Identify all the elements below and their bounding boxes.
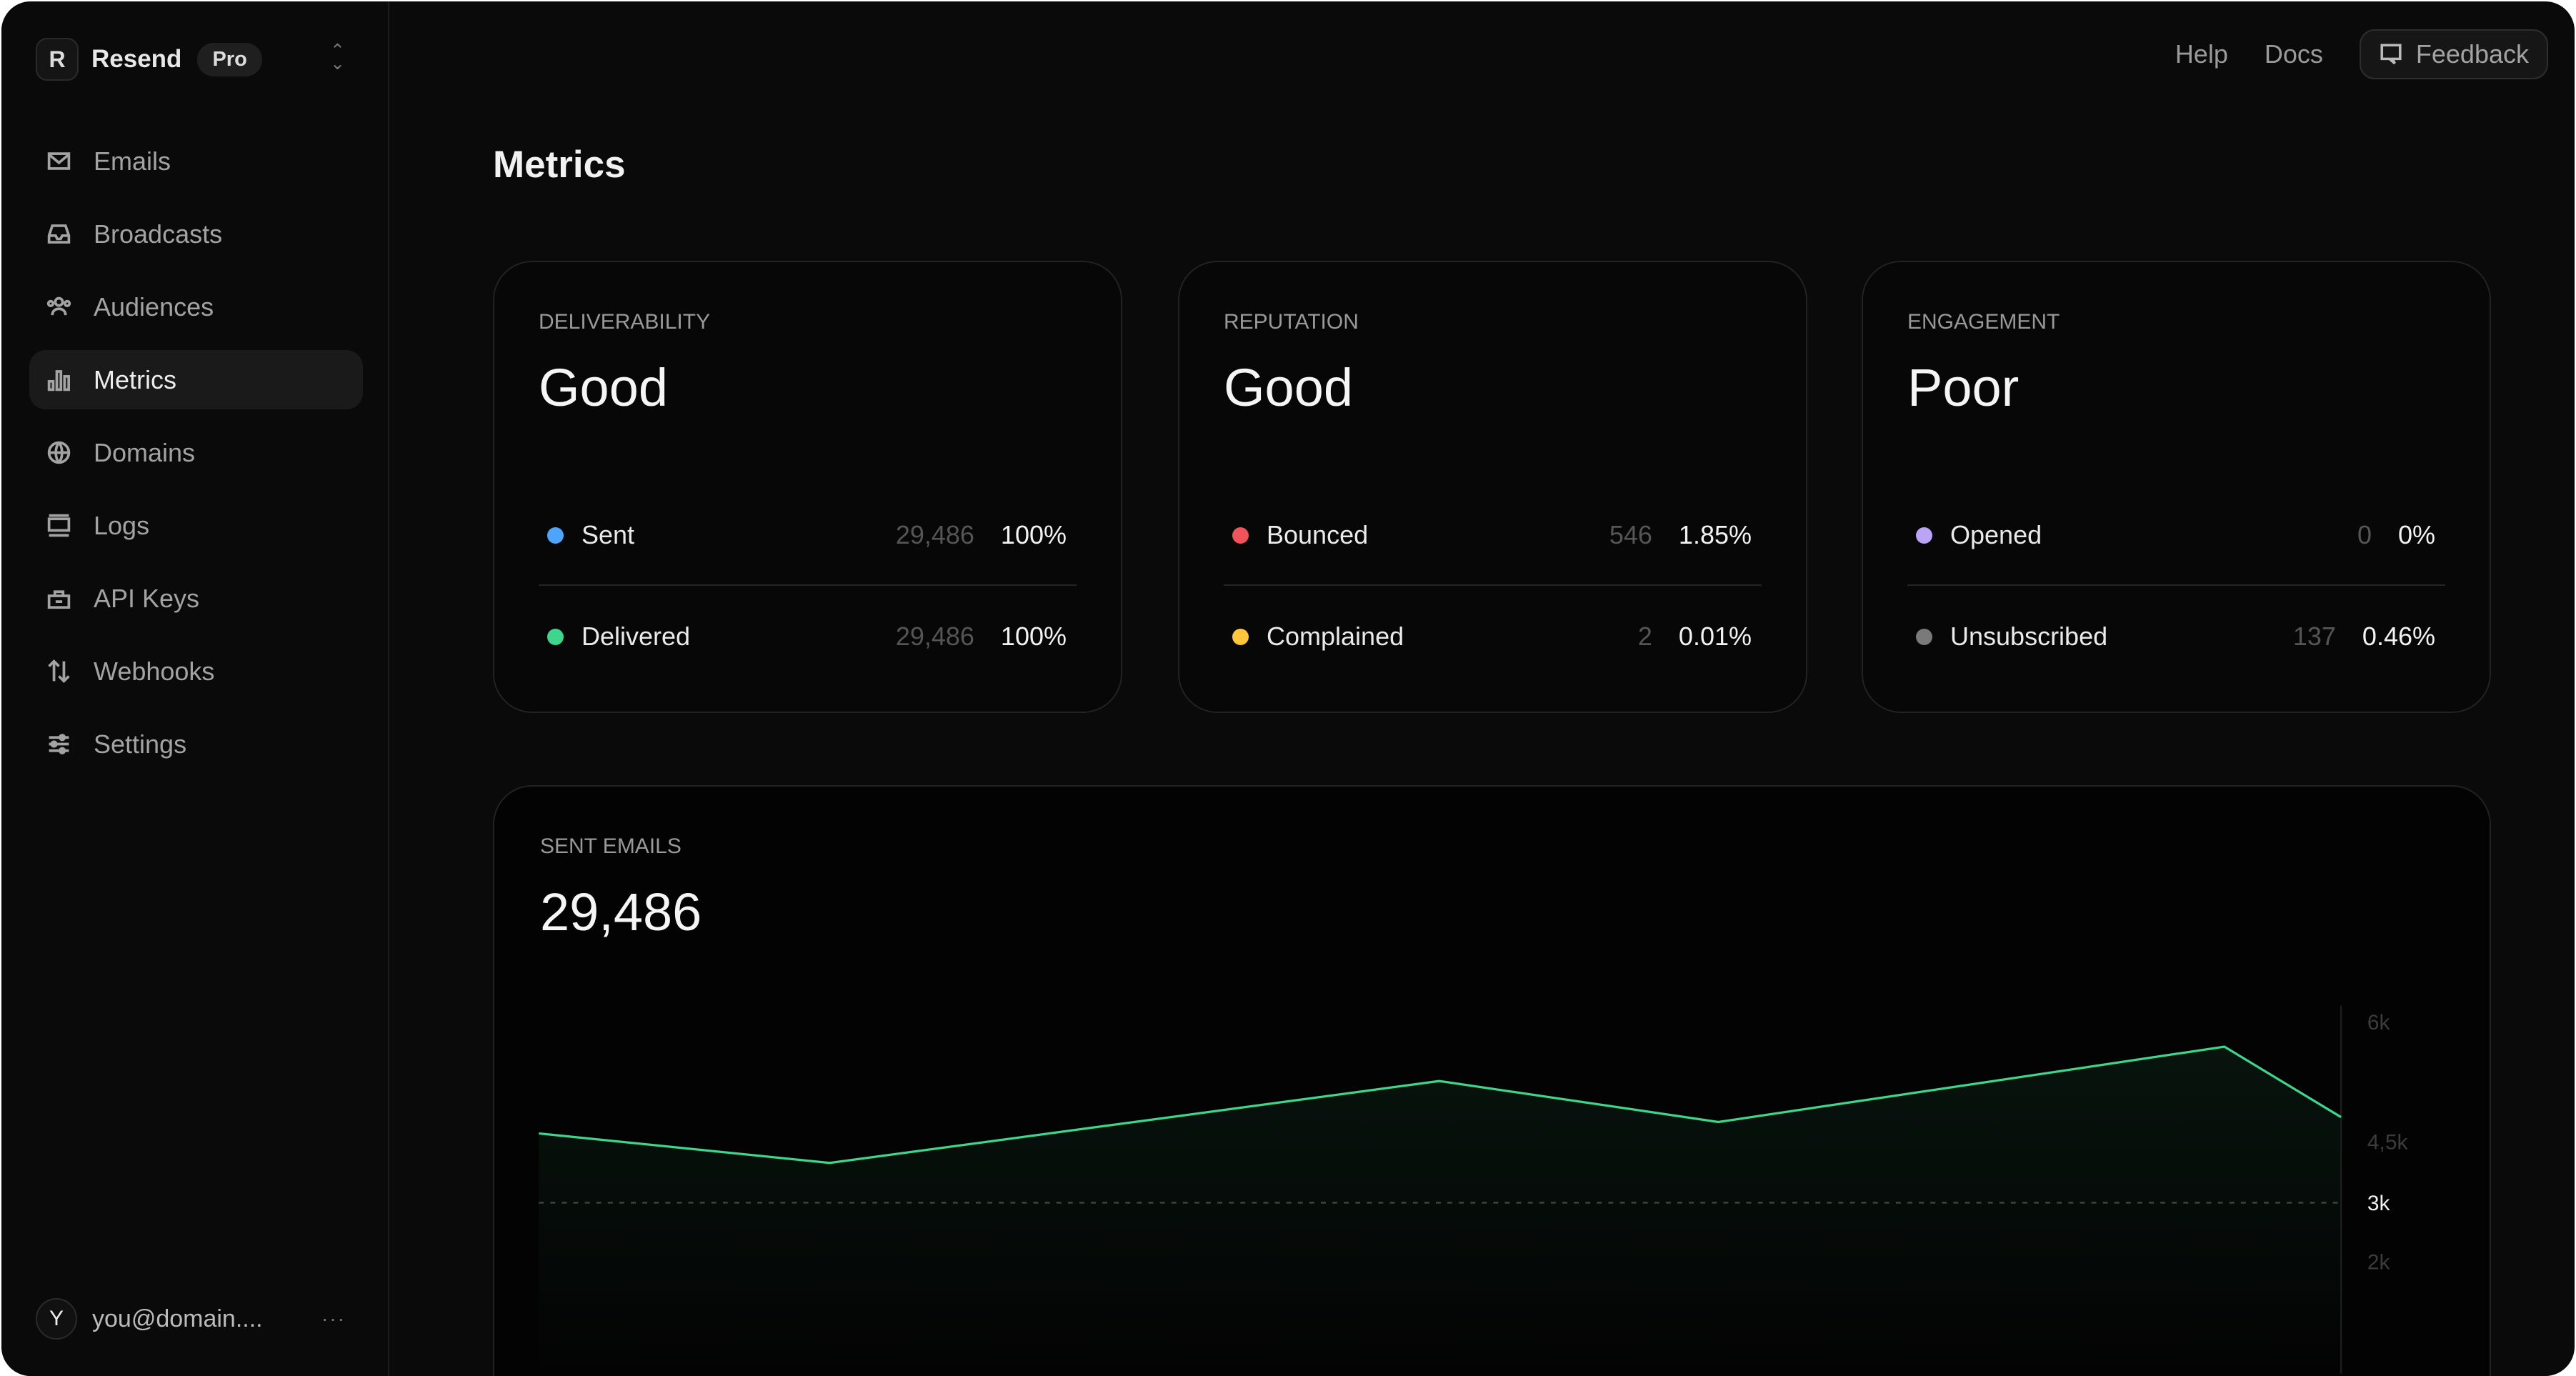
sidebar-item-emails[interactable]: Emails bbox=[29, 131, 363, 191]
message-square-icon bbox=[2380, 44, 2402, 65]
mail-icon bbox=[46, 148, 72, 174]
bar-chart-icon bbox=[46, 367, 72, 393]
card-label: REPUTATION bbox=[1224, 310, 1359, 334]
status-dot bbox=[547, 628, 564, 645]
metric-percent: 0.46% bbox=[2362, 622, 2435, 651]
metric-label: Bounced bbox=[1267, 520, 1369, 549]
metric-percent: 100% bbox=[1000, 622, 1067, 651]
sidebar-item-metrics[interactable]: Metrics bbox=[29, 350, 363, 409]
metric-row: Unsubscribed 137 0.46% bbox=[1907, 604, 2445, 669]
card-status: Poor bbox=[1907, 358, 2020, 417]
metric-percent: 0% bbox=[2397, 520, 2435, 549]
sidebar-item-label: Domains bbox=[94, 437, 196, 467]
sidebar: R Resend Pro ⌃ ⌄ Emails Broadcasts Audien… bbox=[1, 1, 389, 1376]
sidebar-item-audiences[interactable]: Audiences bbox=[29, 277, 363, 336]
team-switcher[interactable]: R Resend Pro bbox=[36, 38, 262, 81]
sidebar-item-settings[interactable]: Settings bbox=[29, 714, 363, 774]
sidebar-item-logs[interactable]: Logs bbox=[29, 496, 363, 555]
metric-row: Sent 29,486 100% bbox=[539, 502, 1077, 568]
metric-count: 546 bbox=[1609, 520, 1652, 549]
status-dot bbox=[547, 527, 564, 544]
metric-percent: 100% bbox=[1000, 520, 1067, 549]
sliders-icon bbox=[46, 731, 72, 757]
more-icon[interactable]: ··· bbox=[321, 1307, 346, 1330]
divider bbox=[539, 584, 1077, 586]
metric-label: Opened bbox=[1950, 520, 2042, 549]
lock-icon bbox=[46, 585, 72, 612]
sidebar-item-label: API Keys bbox=[94, 583, 200, 613]
user-menu[interactable]: Y you@domain.... ··· bbox=[36, 1298, 356, 1340]
chart-total: 29,486 bbox=[540, 882, 702, 942]
sent-emails-card: SENT EMAILS 29,486 bbox=[493, 785, 2491, 1376]
arrows-up-down-icon bbox=[46, 658, 72, 684]
metric-percent: 0.01% bbox=[1678, 622, 1752, 651]
sidebar-nav: Emails Broadcasts Audiences Metrics Doma… bbox=[29, 131, 363, 787]
metric-count: 29,486 bbox=[895, 520, 974, 549]
inbox-icon bbox=[46, 221, 72, 247]
plan-badge: Pro bbox=[197, 42, 262, 76]
deliverability-card: DELIVERABILITY Good Sent 29,486 100% Del… bbox=[493, 261, 1122, 713]
metric-count: 29,486 bbox=[895, 622, 974, 651]
status-dot bbox=[1916, 527, 1932, 544]
status-dot bbox=[1232, 628, 1249, 645]
resend-logo: R bbox=[36, 38, 79, 81]
card-status: Good bbox=[539, 358, 669, 417]
metric-count: 0 bbox=[2357, 520, 2372, 549]
top-nav: Help Docs Feedback bbox=[2175, 29, 2548, 79]
metric-row: Bounced 546 1.85% bbox=[1224, 502, 1762, 568]
metric-row: Opened 0 0% bbox=[1907, 502, 2445, 568]
logs-icon bbox=[46, 512, 72, 539]
sidebar-item-label: Emails bbox=[94, 146, 171, 176]
feedback-label: Feedback bbox=[2415, 39, 2529, 69]
sidebar-item-label: Broadcasts bbox=[94, 219, 223, 249]
page-title: Metrics bbox=[493, 144, 626, 186]
sidebar-item-label: Logs bbox=[94, 510, 150, 540]
card-label: ENGAGEMENT bbox=[1907, 310, 2060, 334]
chevron-up-down-icon[interactable]: ⌃ ⌄ bbox=[330, 41, 345, 74]
status-dot bbox=[1916, 628, 1932, 645]
metric-percent: 1.85% bbox=[1678, 520, 1752, 549]
user-email: you@domain.... bbox=[92, 1305, 263, 1332]
metric-label: Complained bbox=[1267, 622, 1404, 651]
help-link[interactable]: Help bbox=[2175, 39, 2228, 69]
feedback-button[interactable]: Feedback bbox=[2359, 29, 2548, 79]
chart-label: SENT EMAILS bbox=[540, 834, 682, 858]
status-dot bbox=[1232, 527, 1249, 544]
divider bbox=[1224, 584, 1762, 586]
metric-row: Delivered 29,486 100% bbox=[539, 604, 1077, 669]
sidebar-item-label: Settings bbox=[94, 729, 187, 759]
card-label: DELIVERABILITY bbox=[539, 310, 711, 334]
sidebar-item-label: Audiences bbox=[94, 291, 214, 321]
metric-row: Complained 2 0.01% bbox=[1224, 604, 1762, 669]
brand-name: Resend bbox=[91, 45, 182, 73]
metric-label: Delivered bbox=[581, 622, 691, 651]
metric-count: 2 bbox=[1637, 622, 1652, 651]
sidebar-item-label: Metrics bbox=[94, 364, 176, 394]
sidebar-item-broadcasts[interactable]: Broadcasts bbox=[29, 204, 363, 264]
metric-label: Sent bbox=[581, 520, 635, 549]
sidebar-item-webhooks[interactable]: Webhooks bbox=[29, 642, 363, 701]
reputation-card: REPUTATION Good Bounced 546 1.85% Compla… bbox=[1178, 261, 1807, 713]
docs-link[interactable]: Docs bbox=[2264, 39, 2323, 69]
metric-count: 137 bbox=[2292, 622, 2336, 651]
sidebar-item-api-keys[interactable]: API Keys bbox=[29, 569, 363, 628]
card-status: Good bbox=[1224, 358, 1354, 417]
divider bbox=[1907, 584, 2445, 586]
sidebar-item-domains[interactable]: Domains bbox=[29, 423, 363, 482]
metric-label: Unsubscribed bbox=[1950, 622, 2108, 651]
engagement-card: ENGAGEMENT Poor Opened 0 0% Unsubscribed… bbox=[1862, 261, 2491, 713]
sidebar-item-label: Webhooks bbox=[94, 656, 215, 686]
users-icon bbox=[46, 294, 72, 320]
globe-icon bbox=[46, 439, 72, 466]
avatar: Y bbox=[36, 1298, 77, 1340]
